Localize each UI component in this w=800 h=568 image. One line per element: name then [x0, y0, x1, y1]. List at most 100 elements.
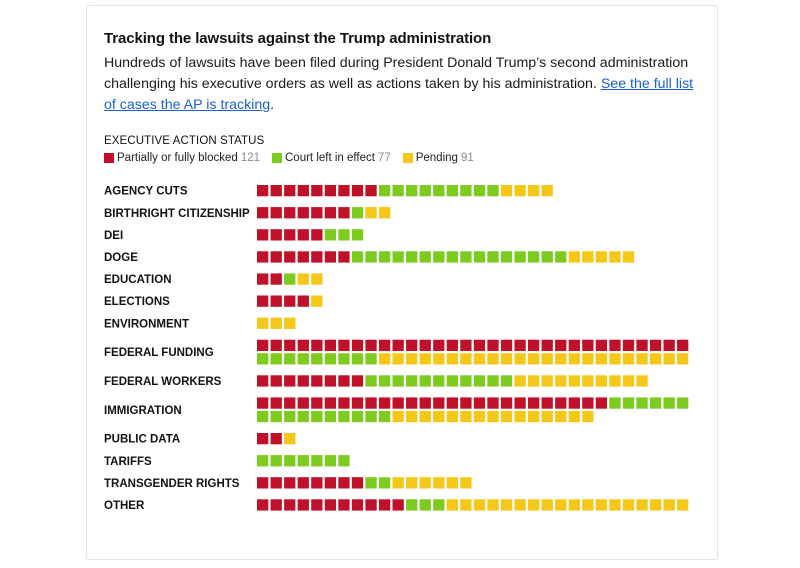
waffle-square-pending: [636, 499, 648, 511]
full-list-link[interactable]: See the full list of cases the AP is tra…: [104, 76, 694, 113]
waffle-square-blocked: [500, 339, 513, 351]
waffle-square-in-effect: [297, 353, 309, 365]
waffle-square-in-effect: [338, 353, 350, 365]
waffle-square-blocked: [257, 433, 269, 445]
waffle-square-in-effect: [446, 375, 458, 387]
waffle-square-blocked: [460, 339, 472, 351]
waffle-square-pending: [460, 353, 472, 365]
row-label-education: EDUCATION: [104, 274, 172, 286]
waffle-square-in-effect: [284, 455, 296, 467]
waffle-square-blocked: [528, 397, 540, 409]
waffle-square-pending: [500, 410, 513, 423]
waffle-square-in-effect: [487, 185, 499, 197]
waffle-square-in-effect: [365, 477, 377, 489]
waffle-square-in-effect: [297, 410, 309, 423]
waffle-square-blocked: [338, 207, 350, 219]
waffle-square-blocked: [324, 397, 337, 409]
waffle-square-in-effect: [500, 251, 513, 263]
waffle-square-in-effect: [378, 477, 391, 489]
waffle-square-pending: [609, 375, 621, 387]
waffle-square-in-effect: [392, 185, 404, 197]
waffle-square-blocked: [636, 339, 648, 351]
legend-count-pending: 91: [460, 152, 474, 164]
waffle-square-pending: [568, 499, 580, 511]
waffle-square-in-effect: [257, 410, 269, 423]
waffle-square-pending: [487, 353, 499, 365]
waffle-square-in-effect: [419, 499, 431, 511]
waffle-square-in-effect: [406, 185, 418, 197]
waffle-square-in-effect: [446, 251, 458, 263]
waffle-square-blocked: [284, 185, 296, 197]
waffle-square-in-effect: [446, 185, 458, 197]
waffle-square-blocked: [555, 339, 567, 351]
waffle-square-pending: [595, 375, 608, 387]
waffle-square-blocked: [297, 397, 309, 409]
waffle-square-blocked: [324, 185, 337, 197]
row-label-dei: DEI: [104, 230, 123, 242]
waffle-square-pending: [582, 410, 594, 423]
waffle-square-pending: [555, 353, 567, 365]
row-label-elections: ELECTIONS: [104, 296, 170, 308]
waffle-square-blocked: [257, 295, 269, 307]
waffle-square-blocked: [473, 339, 486, 351]
waffle-square-pending: [460, 499, 472, 511]
waffle-square-blocked: [663, 339, 675, 351]
waffle-square-blocked: [433, 339, 445, 351]
waffle-square-in-effect: [378, 251, 391, 263]
waffle-square-pending: [555, 499, 567, 511]
waffle-square-blocked: [270, 185, 282, 197]
waffle-square-pending: [406, 410, 418, 423]
waffle-square-blocked: [365, 397, 377, 409]
waffle-square-blocked: [365, 185, 377, 197]
waffle-square-pending: [555, 410, 567, 423]
waffle-square-blocked: [284, 477, 296, 489]
waffle-square-in-effect: [365, 375, 377, 387]
waffle-square-in-effect: [351, 410, 364, 423]
waffle-square-pending: [514, 353, 526, 365]
waffle-square-blocked: [338, 499, 350, 511]
waffle-square-pending: [582, 499, 594, 511]
waffle-square-blocked: [257, 499, 269, 511]
waffle-square-in-effect: [297, 455, 309, 467]
waffle-square-pending: [541, 185, 553, 197]
waffle-square-blocked: [257, 229, 269, 241]
waffle-square-in-effect: [284, 410, 296, 423]
waffle-square-pending: [677, 499, 689, 511]
waffle-square-pending: [568, 410, 580, 423]
waffle-square-pending: [446, 477, 458, 489]
legend-count-in-effect: 77: [377, 152, 391, 164]
waffle-square-blocked: [568, 397, 580, 409]
waffle-square-blocked: [257, 207, 269, 219]
waffle-square-pending: [433, 410, 445, 423]
waffle-square-in-effect: [460, 375, 472, 387]
waffle-square-blocked: [311, 185, 323, 197]
waffle-square-pending: [568, 251, 580, 263]
waffle-square-in-effect: [311, 353, 323, 365]
waffle-square-in-effect: [487, 251, 499, 263]
waffle-square-blocked: [270, 339, 282, 351]
waffle-square-blocked: [555, 397, 567, 409]
waffle-square-blocked: [257, 397, 269, 409]
waffle-square-blocked: [270, 251, 282, 263]
row-label-tariffs: TARIFFS: [104, 456, 152, 468]
waffle-square-blocked: [324, 251, 337, 263]
waffle-square-in-effect: [270, 353, 282, 365]
legend-title: EXECUTIVE ACTION STATUS: [104, 135, 265, 147]
waffle-square-in-effect: [541, 251, 553, 263]
waffle-square-in-effect: [433, 499, 445, 511]
waffle-square-blocked: [338, 339, 350, 351]
waffle-square-in-effect: [324, 229, 337, 241]
waffle-square-blocked: [338, 251, 350, 263]
waffle-square-blocked: [297, 295, 309, 307]
legend-count-blocked: 121: [240, 152, 260, 164]
waffle-square-blocked: [433, 397, 445, 409]
waffle-square-pending: [270, 317, 282, 329]
waffle-square-in-effect: [406, 375, 418, 387]
waffle-square-blocked: [473, 397, 486, 409]
waffle-square-blocked: [351, 339, 364, 351]
waffle-square-blocked: [324, 207, 337, 219]
waffle-square-in-effect: [311, 410, 323, 423]
waffle-square-in-effect: [351, 229, 364, 241]
waffle-square-in-effect: [270, 455, 282, 467]
